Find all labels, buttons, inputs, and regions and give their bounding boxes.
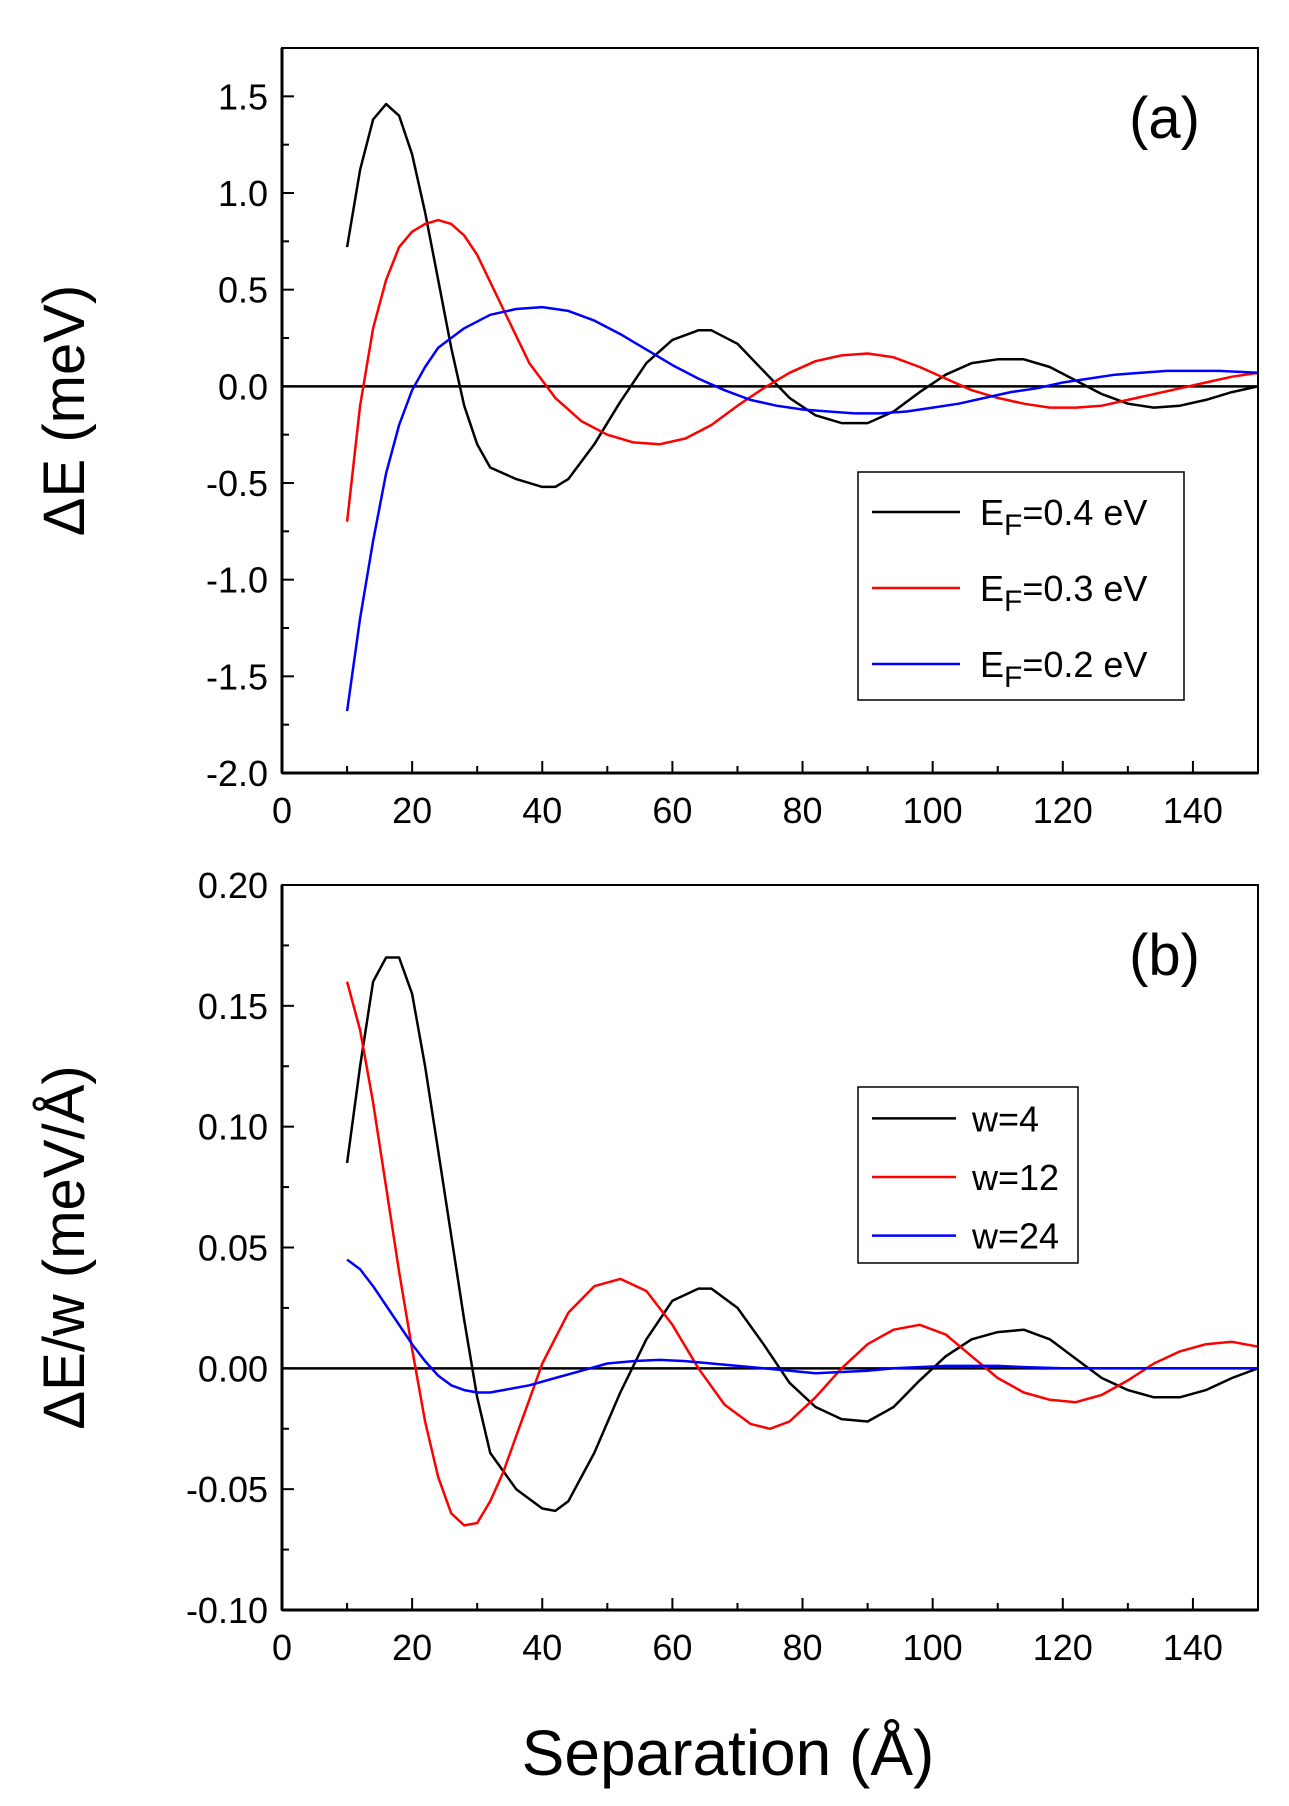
y-tick-label: 0.20 [198,865,268,906]
x-tick-label: 80 [783,790,823,831]
y-tick-label: -2.0 [206,753,268,794]
legend-label: w=12 [971,1157,1059,1198]
x-axis-title: Separation (Å) [522,1717,935,1789]
y-tick-label: 0.5 [218,270,268,311]
y-axis-title: ΔE/w (meV/Å) [32,1065,97,1429]
legend-label: EF=0.4 eV [980,492,1147,542]
y-tick-label: 0.05 [198,1228,268,1269]
legend-label: EF=0.3 eV [980,568,1147,618]
legend-label: EF=0.2 eV [980,644,1147,694]
x-tick-label: 100 [903,790,963,831]
legend-box [857,471,1185,701]
legend-label: w=4 [971,1098,1039,1139]
x-tick-label: 20 [392,790,432,831]
y-tick-label: -0.10 [186,1590,268,1631]
x-tick-label: 40 [522,790,562,831]
panel-label: (a) [1129,86,1200,151]
x-tick-label: 0 [272,1627,292,1668]
series-line [345,305,1258,712]
y-tick-label: 0.15 [198,986,268,1027]
y-tick-label: 0.0 [218,366,268,407]
panel-a: 0 20 40 60 80 100 120 140 -2.0 -1.5 -1.0 -0.5 0.0 0.5… [32,47,1259,831]
x-tick-label: 100 [903,1627,963,1668]
x-tick-label: 140 [1163,1627,1223,1668]
x-tick-label: 0 [272,790,292,831]
legend-box [857,1086,1079,1264]
x-tick-label: 60 [652,790,692,831]
x-tick-label: 40 [522,1627,562,1668]
y-tick-label: -0.5 [206,463,268,504]
x-tick-label: 80 [783,1627,823,1668]
series-line [346,1258,1258,1394]
y-tick-label: 0.10 [198,1107,268,1148]
y-tick-label: 0.00 [198,1348,268,1389]
y-tick-label: -0.05 [186,1469,268,1510]
y-tick-label: 1.5 [218,76,268,117]
panel-b: 0 20 40 60 80 100 120 140 -0.10 -0.05 0.00 0.05 0.10… [32,865,1259,1668]
panel-label: (b) [1129,923,1200,988]
x-tick-label: 60 [652,1627,692,1668]
series-line [345,218,1258,522]
y-tick-label: -1.5 [206,656,268,697]
legend-label: w=24 [971,1216,1059,1257]
x-tick-label: 140 [1163,790,1223,831]
y-tick-label: 1.0 [218,173,268,214]
x-tick-label: 20 [392,1627,432,1668]
series-line [345,981,1258,1527]
x-tick-label: 120 [1033,1627,1093,1668]
series-line [345,956,1258,1513]
y-tick-label: -1.0 [206,560,268,601]
x-tick-label: 120 [1033,790,1093,831]
y-axis-title: ΔE (meV) [32,285,97,536]
